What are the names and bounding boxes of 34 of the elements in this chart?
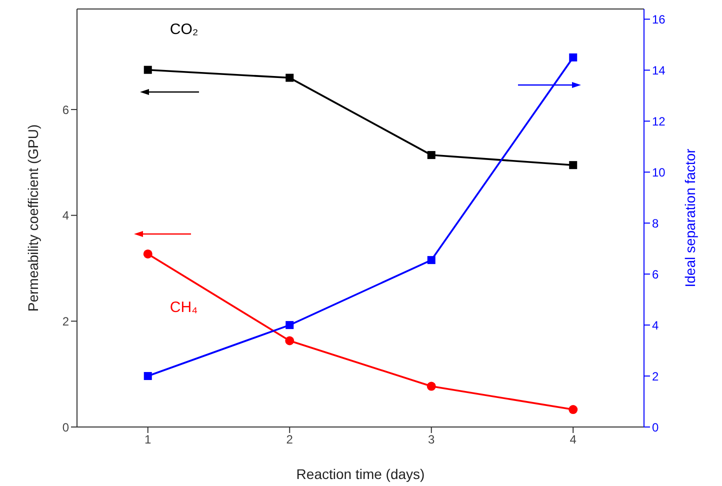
point	[285, 336, 294, 346]
y2-tick-label: 12	[652, 114, 666, 128]
point	[286, 321, 294, 330]
y-tick-label: 2	[62, 314, 70, 328]
y2-axis-title: Ideal separation factor	[682, 148, 698, 288]
y-tick-label: 4	[62, 208, 70, 223]
y-axis-title: Permeability coefficient (GPU)	[24, 124, 41, 312]
text: CO₂	[170, 20, 198, 38]
y2-tick-label: 10	[652, 165, 666, 180]
y2-tick-label: 0	[652, 420, 659, 434]
point	[144, 372, 152, 380]
point	[427, 151, 436, 160]
point	[568, 405, 578, 414]
y2-tick-label: 4	[652, 318, 659, 332]
x-tick-label: 1	[144, 432, 152, 447]
x-tick-label: 2	[286, 432, 294, 447]
y2-tick-label: 14	[652, 63, 666, 78]
point	[144, 66, 152, 74]
x-axis-title: Reaction time (days)	[296, 466, 425, 482]
y2-tick-label: 2	[652, 369, 659, 384]
point	[427, 256, 436, 264]
y2-tick-label: 8	[652, 216, 659, 230]
point	[143, 249, 152, 258]
y-tick-label: 6	[62, 102, 70, 117]
x-tick-label: 3	[428, 432, 436, 447]
y-tick-label: 0	[62, 420, 70, 434]
point	[286, 74, 294, 82]
x-tick-label: 4	[570, 432, 577, 447]
point	[569, 53, 578, 62]
point	[426, 382, 436, 391]
point	[569, 161, 578, 170]
series-label: CH₄	[170, 298, 198, 316]
y2-tick-label: 16	[652, 12, 666, 26]
y2-tick-label: 6	[652, 267, 659, 282]
